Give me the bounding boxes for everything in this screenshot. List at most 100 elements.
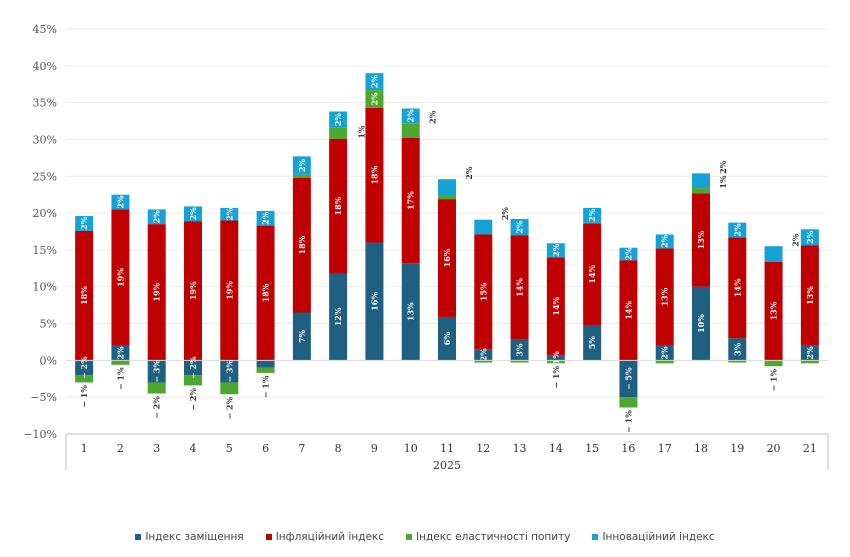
data-label-inflation: 18% — [261, 283, 271, 302]
bar-elasticity-17 — [655, 360, 674, 364]
x-axis-group-label: 2025 — [433, 459, 461, 472]
data-label-replacement: 2% — [478, 348, 488, 362]
bar-elasticity-15 — [583, 222, 602, 224]
bar-innovation-7 — [292, 156, 311, 175]
bar-replacement-6 — [256, 360, 275, 368]
legend-swatch — [406, 534, 413, 540]
bar-elasticity-7 — [292, 174, 311, 178]
x-tick-label: 21 — [803, 442, 817, 455]
bar-innovation-15 — [583, 207, 602, 223]
bar-innovation-11 — [438, 179, 456, 196]
x-tick-label: 15 — [585, 442, 599, 455]
x-axis: 1 2 3 4 5 6 7 8 9 10 11 12 13 14 15 16 17 18 19 20 21 — [65, 359, 829, 470]
data-label-replacement: 13% — [406, 302, 416, 321]
data-label-inflation: 14% — [515, 278, 525, 297]
data-label-replacement: − 3% — [224, 360, 234, 383]
bar-elasticity-2 — [111, 360, 130, 365]
x-tick-label: 13 — [513, 442, 527, 455]
bar-replacement-5 — [220, 360, 239, 383]
data-label-innovation: 2% — [115, 195, 125, 209]
data-label-replacement: 6% — [442, 332, 452, 346]
data-label-innovation: 2% — [152, 210, 162, 224]
y-tick-label: −5% — [30, 391, 57, 404]
bar-replacement-15 — [583, 325, 602, 361]
bar-elasticity-16 — [619, 397, 638, 408]
data-labels: − 2% 18% − 1% 2% 2% 19% − 1% 2% − 3% 19% − 2% 2% − 2… — [79, 75, 815, 433]
bar-innovation-1 — [75, 216, 94, 231]
data-label-replacement: − 5% — [623, 367, 633, 390]
x-tick-label: 20 — [767, 442, 781, 455]
bar-replacement-21 — [800, 345, 819, 361]
bar-replacement-18 — [692, 286, 710, 361]
legend-item-replacement-index[interactable]: Індекс заміщення — [135, 531, 244, 543]
bar-inflation-3 — [147, 224, 166, 361]
bar-replacement-4 — [184, 360, 202, 376]
data-label-elasticity: 1% — [718, 175, 728, 189]
data-label-innovation: 2% — [623, 247, 633, 261]
bar-innovation-6 — [256, 210, 275, 226]
bar-elasticity-13 — [510, 360, 529, 363]
x-tick-label: 17 — [658, 442, 672, 455]
bar-innovation-20 — [764, 246, 783, 262]
bar-replacement-12 — [474, 349, 493, 361]
data-label-innovation: 2% — [500, 207, 510, 221]
bar-innovation-14 — [546, 243, 565, 258]
data-label-inflation: 14% — [623, 301, 633, 320]
legend-item-inflation-index[interactable]: Інфляційний індекс — [265, 531, 385, 543]
x-tick-label: 19 — [730, 442, 744, 455]
bar-innovation-13 — [510, 218, 529, 236]
data-label-replacement: 1% — [551, 351, 561, 365]
bar-replacement-17 — [655, 345, 674, 361]
bar-innovation-16 — [619, 247, 638, 261]
data-label-innovation: 2% — [224, 207, 234, 221]
data-label-inflation: 13% — [696, 230, 706, 249]
bar-elasticity-10 — [401, 123, 420, 138]
y-tick-label: −10% — [23, 428, 57, 441]
data-label-inflation: 14% — [587, 264, 597, 283]
bar-replacement-11 — [438, 316, 456, 361]
data-label-inflation: 19% — [115, 268, 125, 287]
legend-label: Індекс еластичності попиту — [416, 531, 571, 543]
y-tick-label: 15% — [33, 244, 57, 257]
bar-innovation-4 — [184, 206, 202, 222]
bar-elasticity-6 — [256, 367, 275, 373]
data-label-inflation: 19% — [224, 281, 234, 300]
bar-elasticity-4 — [184, 375, 202, 386]
bar-elasticity-12 — [474, 360, 493, 363]
bar-innovation-12 — [474, 219, 493, 235]
x-tick-label: 9 — [371, 442, 378, 455]
data-label-innovation: 2% — [660, 234, 670, 248]
data-label-inflation: 18% — [79, 286, 89, 305]
bar-inflation-11 — [438, 199, 456, 317]
data-label-replacement: 12% — [333, 307, 343, 326]
data-label-elasticity: − 1% — [115, 367, 125, 390]
legend-label: Інфляційний індекс — [275, 531, 385, 543]
data-label-extra: 1% — [357, 125, 367, 139]
bar-elasticity-11 — [438, 195, 456, 200]
y-axis-tick-labels: −10% −5% 0% 5% 10% 15% 20% 25% 30% 35% 40% 45% — [23, 23, 57, 441]
y-tick-label: 35% — [33, 97, 57, 110]
data-label-replacement: 10% — [696, 314, 706, 333]
legend: Індекс заміщення Інфляційний індекс Інде… — [0, 531, 850, 543]
bar-innovation-17 — [655, 234, 674, 249]
data-label-inflation: 18% — [297, 235, 307, 254]
legend-item-demand-elasticity-index[interactable]: Індекс еластичності попиту — [406, 531, 570, 543]
bar-elasticity-1 — [75, 375, 94, 383]
x-tick-label: 1 — [81, 442, 88, 455]
x-tick-label: 11 — [440, 442, 454, 455]
bar-inflation-19 — [728, 237, 747, 339]
legend-swatch — [135, 534, 142, 540]
data-label-replacement: 3% — [732, 342, 742, 356]
data-label-innovation: 2% — [718, 160, 728, 174]
stacked-bar-chart: −10%−5%0%5%10%15%20%25%30%35%40%45% − 2%… — [23, 23, 829, 472]
x-tick-label: 6 — [262, 442, 269, 455]
x-tick-label: 14 — [549, 442, 563, 455]
legend-swatch — [592, 534, 599, 540]
legend-swatch — [265, 534, 272, 540]
data-label-elasticity: − 1% — [79, 385, 89, 408]
bar-innovation-21 — [800, 229, 819, 246]
x-tick-label: 7 — [298, 442, 305, 455]
bar-elasticity-8 — [329, 127, 348, 139]
data-label-innovation: 2% — [515, 220, 525, 234]
legend-item-innovation-index[interactable]: Інноваційний індекс — [592, 531, 715, 543]
